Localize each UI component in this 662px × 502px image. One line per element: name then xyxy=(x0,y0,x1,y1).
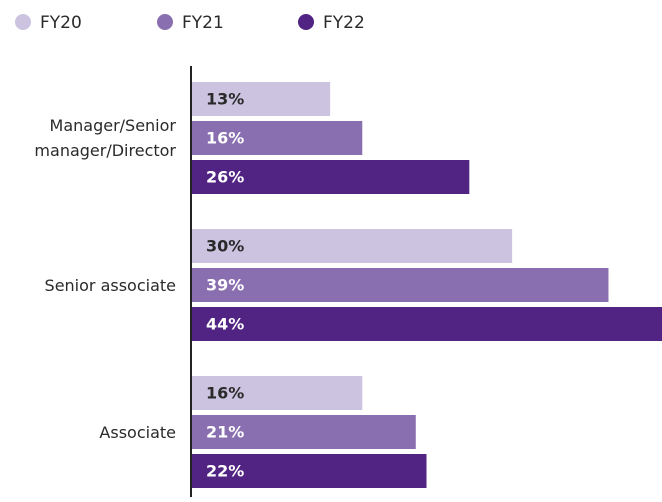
legend-label: FY21 xyxy=(182,13,224,33)
bar xyxy=(191,454,427,488)
category-label-box: Associate xyxy=(99,422,176,442)
value-label: 13% xyxy=(206,90,244,109)
bar xyxy=(191,160,470,194)
bar xyxy=(191,82,331,116)
category-label: Associate xyxy=(99,422,176,442)
bar xyxy=(191,229,513,263)
bar xyxy=(191,268,609,302)
legend-label: FY20 xyxy=(40,13,82,33)
value-label: 16% xyxy=(206,129,244,148)
legend-swatch xyxy=(157,14,173,30)
value-label: 22% xyxy=(206,462,244,481)
legend-label: FY22 xyxy=(323,13,365,33)
category-label: Manager/Senior manager/Director xyxy=(34,116,176,160)
legend-swatch xyxy=(15,14,31,30)
value-label: 30% xyxy=(206,237,244,256)
value-label: 26% xyxy=(206,168,244,187)
value-label: 39% xyxy=(206,276,244,295)
category-label: Senior associate xyxy=(44,275,176,295)
legend-swatch xyxy=(298,14,314,30)
bar xyxy=(191,376,363,410)
bar xyxy=(191,307,662,341)
value-label: 16% xyxy=(206,384,244,403)
bar xyxy=(191,121,363,155)
value-label: 44% xyxy=(206,315,244,334)
value-label: 21% xyxy=(206,423,244,442)
bar xyxy=(191,415,416,449)
category-label-box: Manager/Senior manager/Director xyxy=(34,116,176,160)
category-label-box: Senior associate xyxy=(44,275,176,295)
